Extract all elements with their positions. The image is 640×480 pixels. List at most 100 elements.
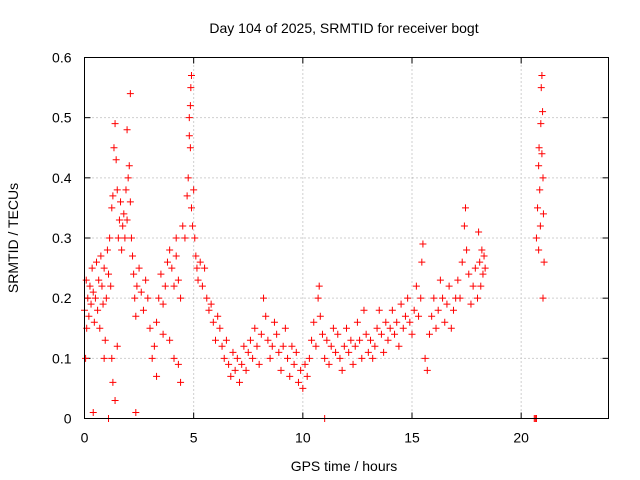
data-point [286,372,294,380]
data-point [240,342,248,350]
tick-label-layer: 0 0.1 0.2 0.3 0.4 0.5 0.6 0 5 10 15 20 [52,50,529,446]
data-point [214,312,222,320]
data-point [135,264,143,272]
data-point [397,300,405,308]
data-point [120,210,128,218]
data-point [102,294,110,302]
data-point [480,252,488,260]
data-point [97,252,105,260]
data-point [463,246,471,254]
data-point [82,354,90,362]
data-point [236,378,244,386]
data-point [456,294,464,302]
data-point [124,174,132,182]
data-point [321,354,329,362]
data-point [126,198,134,206]
y-tick-label: 0.2 [52,290,72,306]
data-point [536,186,544,194]
data-point [273,330,281,338]
data-point [177,294,185,302]
data-point [191,234,199,242]
data-point [184,174,192,182]
data-point [425,330,433,338]
data-point [244,348,252,356]
data-point [340,342,348,350]
data-point [393,318,401,326]
data-point [108,204,116,212]
data-point [198,282,206,290]
plot-frame [84,57,609,419]
data-point [255,360,263,368]
data-point [373,324,381,332]
data-point [334,330,342,338]
data-point [476,258,484,266]
data-point [238,360,246,368]
data-point [536,222,544,230]
data-point [538,72,546,80]
data-point [386,324,394,332]
data-point [284,354,292,362]
data-point [112,156,120,164]
data-point [127,234,135,242]
data-point [142,276,150,284]
data-point [126,90,134,98]
data-point [227,372,235,380]
data-point [275,348,283,356]
data-point [447,324,455,332]
data-point [364,348,372,356]
data-point [477,282,485,290]
data-point [294,378,302,386]
data-point [231,366,239,374]
data-point [207,300,215,308]
data-point [349,360,357,368]
data-point [229,348,237,356]
data-point [246,336,254,344]
data-point [103,246,111,254]
data-point [303,372,311,380]
data-point [187,204,195,212]
data-point [436,276,444,284]
data-point [327,342,335,350]
x-tick-label: 0 [81,430,89,446]
data-point [353,318,361,326]
data-point [441,318,449,326]
data-point [109,378,117,386]
data-point [110,144,118,152]
data-point [458,258,466,266]
data-point [99,300,107,308]
data-point [205,306,213,314]
y-tick-label: 0 [64,411,72,427]
data-point [109,192,117,200]
data-point [384,336,392,344]
data-point [351,342,359,350]
data-point [290,360,298,368]
data-point [209,318,217,326]
data-point [537,84,545,92]
data-point [179,222,187,230]
data-point [417,294,425,302]
data-point [539,294,547,302]
data-point [129,252,137,260]
data-point [163,258,171,266]
data-point [395,342,403,350]
data-point [98,282,106,290]
data-point [189,222,197,230]
data-point [113,342,121,350]
data-point [535,162,543,170]
data-point [338,366,346,374]
data-point [111,120,119,128]
data-point [268,342,276,350]
data-point [315,282,323,290]
data-point [469,282,477,290]
data-point [139,306,147,314]
data-point [323,336,331,344]
data-point [471,264,479,272]
data-point [412,282,420,290]
data-point [475,228,483,236]
data-point [123,126,131,134]
data-point [253,342,261,350]
data-point [93,258,101,266]
data-point [170,282,178,290]
data-point [196,258,204,266]
